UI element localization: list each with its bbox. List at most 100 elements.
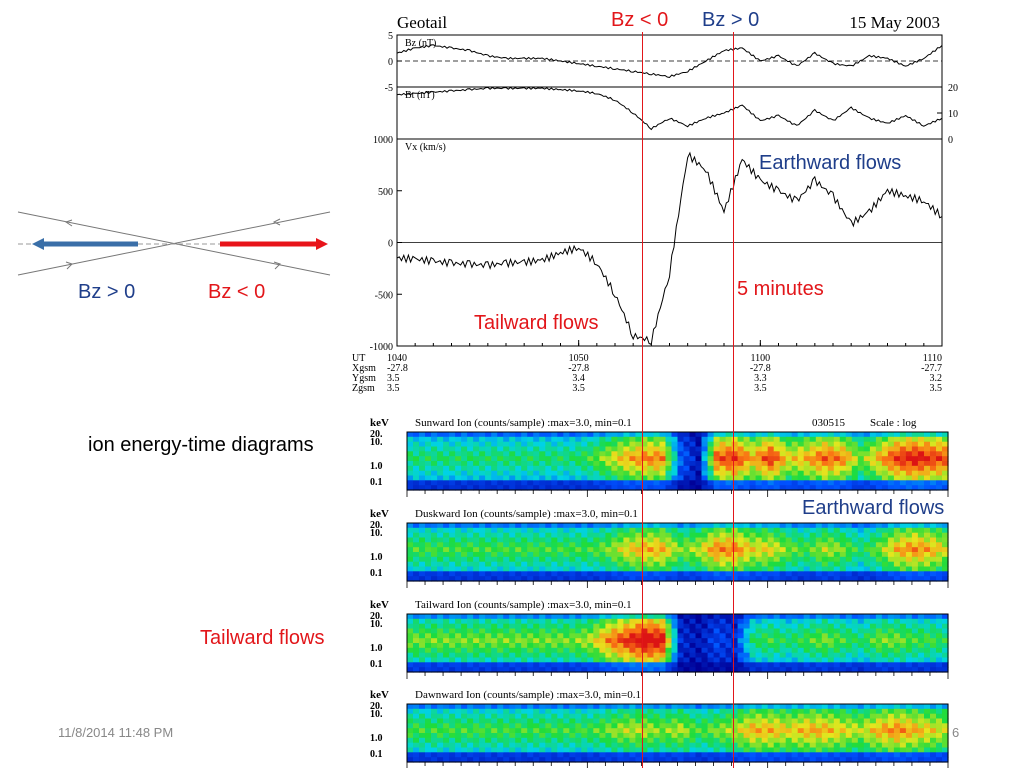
spec-cell bbox=[461, 446, 468, 452]
spec-cell bbox=[761, 461, 769, 467]
spec-cell bbox=[647, 532, 654, 539]
spec-cell bbox=[455, 480, 462, 486]
spec-cell bbox=[503, 638, 510, 644]
spec-cell bbox=[557, 456, 564, 462]
spec-cell bbox=[563, 633, 570, 639]
spec-cell bbox=[503, 623, 510, 630]
spec-cell bbox=[767, 708, 775, 715]
spec-cell bbox=[569, 752, 576, 758]
spec-cell bbox=[773, 441, 781, 448]
spec-cell bbox=[683, 456, 691, 462]
spec-cell bbox=[659, 547, 667, 553]
spec-cell bbox=[743, 461, 751, 467]
spec-cell bbox=[539, 556, 546, 563]
spec-cell bbox=[599, 652, 606, 659]
spec-cell bbox=[539, 742, 546, 749]
spec-cell bbox=[515, 561, 522, 568]
spec-cell bbox=[581, 752, 588, 758]
spec-cell bbox=[647, 537, 654, 543]
spec-cell bbox=[827, 623, 835, 630]
spec-cell bbox=[581, 561, 588, 568]
spec-cell bbox=[701, 708, 709, 715]
spec-cell bbox=[449, 576, 456, 582]
spec-cell bbox=[827, 576, 835, 582]
spec-cell bbox=[833, 566, 841, 572]
spec-cell bbox=[473, 561, 480, 568]
spec-cell bbox=[419, 638, 426, 644]
spec-cell bbox=[611, 652, 618, 659]
spec-cell bbox=[671, 461, 679, 467]
spec-cell bbox=[719, 723, 727, 729]
spec-cell bbox=[767, 752, 775, 758]
spec-cell bbox=[743, 652, 751, 659]
spec-cell bbox=[755, 436, 763, 443]
spec-cell bbox=[803, 432, 811, 438]
spec-cell bbox=[587, 556, 594, 563]
spec-cell bbox=[629, 718, 636, 724]
spec-cell bbox=[899, 456, 907, 462]
spec-cell bbox=[785, 552, 793, 558]
spec-cell bbox=[851, 485, 859, 491]
spec-cell bbox=[581, 552, 588, 558]
spec-cell bbox=[779, 652, 787, 659]
spec-cell bbox=[665, 436, 673, 443]
spec-cell bbox=[551, 547, 558, 553]
spec-cell bbox=[875, 718, 883, 724]
spec-cell bbox=[851, 733, 859, 739]
spec-cell bbox=[893, 662, 901, 668]
spec-cell bbox=[924, 728, 931, 734]
spec-cell bbox=[905, 618, 913, 625]
ephemeris-ut-value: 1110 bbox=[923, 353, 942, 364]
spec-cell bbox=[407, 456, 414, 462]
spec-cell bbox=[599, 757, 606, 763]
spec-cell bbox=[671, 446, 679, 452]
spec-cell bbox=[731, 532, 739, 539]
spec-cell bbox=[605, 532, 612, 539]
spec-cell bbox=[677, 561, 685, 568]
spec-cell bbox=[899, 436, 907, 443]
spec-cell bbox=[809, 708, 817, 715]
spec-cell bbox=[905, 747, 913, 753]
spec-cell bbox=[701, 465, 709, 472]
spec-cell bbox=[653, 475, 661, 481]
spec-cell bbox=[785, 742, 793, 749]
spec-cell bbox=[930, 618, 937, 625]
spec-cell bbox=[917, 451, 925, 457]
spec-cell bbox=[683, 628, 691, 634]
spec-cell bbox=[551, 552, 558, 558]
spec-cell bbox=[924, 527, 931, 534]
spec-cell bbox=[725, 713, 733, 720]
spec-cell bbox=[413, 527, 420, 534]
spec-cell bbox=[407, 647, 414, 654]
spec-cell bbox=[629, 657, 636, 663]
spec-cell bbox=[731, 537, 739, 543]
spec-cell bbox=[461, 552, 468, 558]
spec-cell bbox=[797, 728, 805, 734]
spec-cell bbox=[497, 461, 504, 467]
spec-cell bbox=[779, 527, 787, 534]
spec-cell bbox=[593, 556, 600, 563]
spec-cell bbox=[887, 708, 895, 715]
spec-cell bbox=[659, 623, 667, 630]
spec-cell bbox=[647, 623, 654, 630]
spec-cell bbox=[497, 713, 504, 720]
spec-cell bbox=[773, 571, 781, 577]
spec-cell bbox=[707, 757, 715, 763]
spec-cell bbox=[671, 643, 679, 649]
spec-cell bbox=[593, 667, 600, 673]
spec-cell bbox=[791, 470, 799, 477]
spec-cell bbox=[485, 532, 492, 539]
spec-cell bbox=[659, 523, 667, 529]
spec-cell bbox=[575, 527, 582, 534]
spec-cell bbox=[479, 527, 486, 534]
spec-cell bbox=[575, 652, 582, 659]
spec-cell bbox=[563, 737, 570, 744]
spec-cell bbox=[893, 552, 901, 558]
spec-cell bbox=[863, 633, 871, 639]
spec-cell bbox=[431, 662, 438, 668]
spec-cell bbox=[773, 552, 781, 558]
spec-cell bbox=[725, 618, 733, 625]
spec-cell bbox=[503, 723, 510, 729]
spec-cell bbox=[767, 662, 775, 668]
spec-cell bbox=[605, 728, 612, 734]
